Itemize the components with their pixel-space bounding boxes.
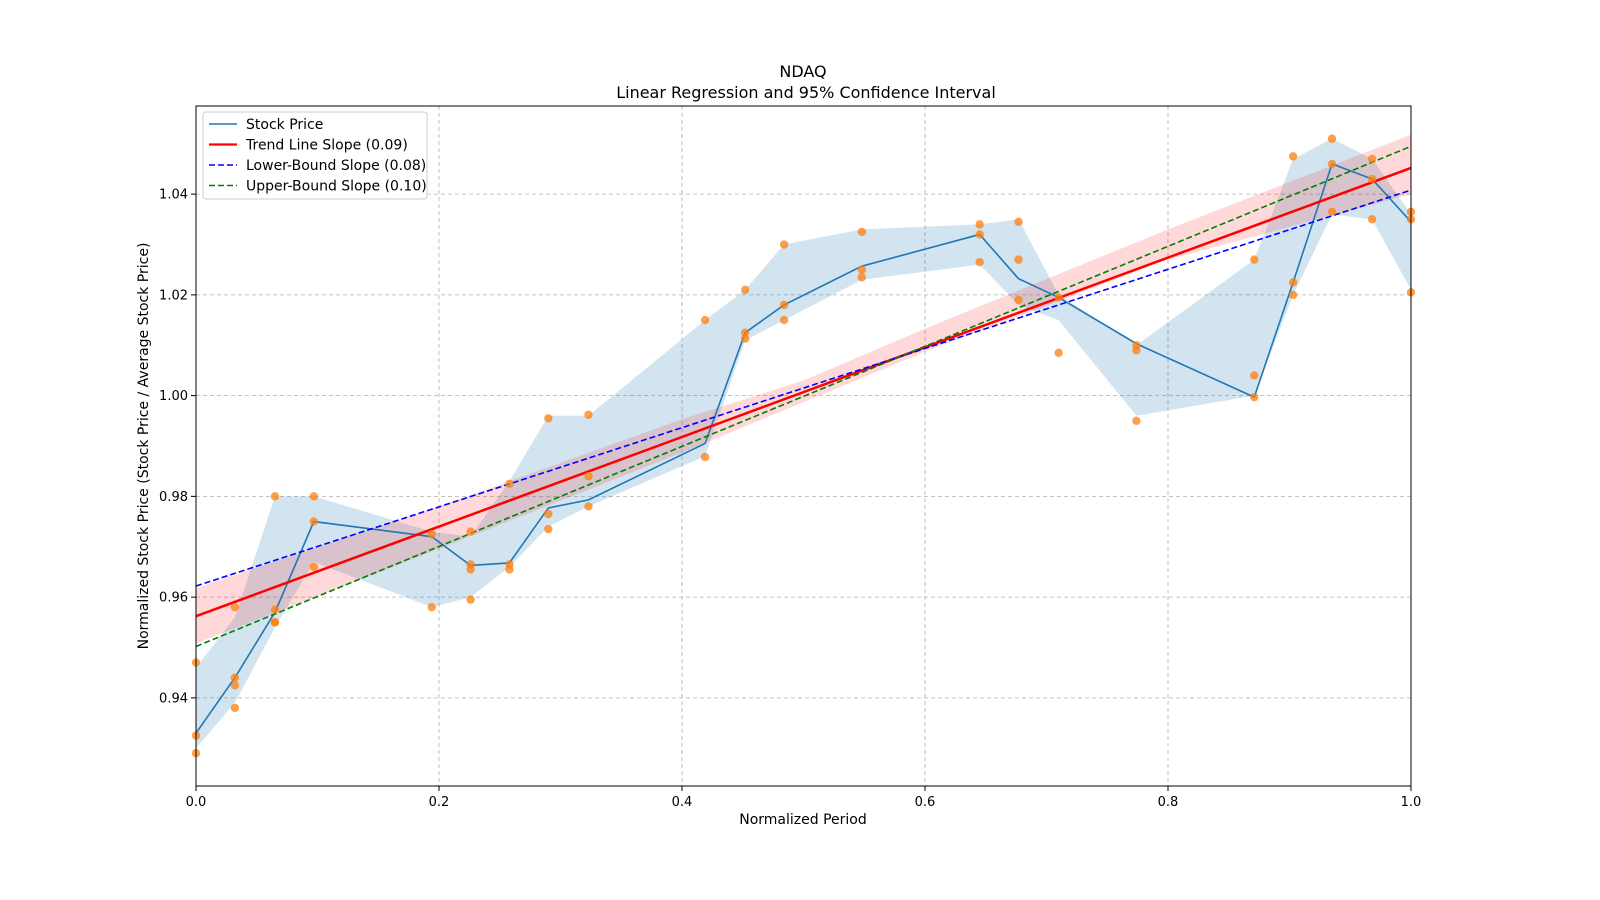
scatter-point <box>857 227 867 237</box>
scatter-point <box>544 509 553 519</box>
scatter-point <box>740 285 750 295</box>
legend-box <box>202 111 428 200</box>
scatter-point <box>427 602 436 612</box>
scatter-point <box>230 602 240 612</box>
scatter-point <box>1288 290 1298 300</box>
scatter-point <box>1327 134 1337 143</box>
scatter-point <box>230 681 240 690</box>
scatter-point <box>1054 348 1063 358</box>
scatter-point <box>779 240 789 249</box>
scatter-point <box>584 472 593 481</box>
y-tick-label: 1.04 <box>159 188 188 203</box>
scatter-points <box>191 134 1416 758</box>
scatter-point <box>1367 154 1377 164</box>
scatter-point <box>1054 293 1063 302</box>
scatter-point <box>309 517 319 526</box>
chart-subtitle: Linear Regression and 95% Confidence Int… <box>616 83 996 102</box>
scatter-point <box>975 230 984 239</box>
scatter-point <box>857 265 867 274</box>
legend-label: Upper-Bound Slope (0.10) <box>246 179 427 195</box>
scatter-point <box>1250 255 1259 264</box>
scatter-point <box>740 328 750 337</box>
scatter-point <box>309 492 319 501</box>
scatter-point <box>1014 295 1023 305</box>
series-lines <box>196 145 1411 734</box>
scatter-point <box>700 452 710 462</box>
confidence-bands <box>196 134 1411 749</box>
x-axis-ticks: 0.0 0.2 0.4 0.6 0.8 1.0 <box>186 786 1422 810</box>
y-tick-label: 1.00 <box>159 389 188 404</box>
scatter-point <box>309 562 319 572</box>
scatter-point <box>779 315 789 325</box>
scatter-point <box>505 565 514 574</box>
scatter-point <box>505 479 514 488</box>
x-axis-label: Normalized Period <box>739 812 867 828</box>
scatter-point <box>1367 215 1377 224</box>
legend: Stock Price Trend Line Slope (0.09) Lower-… <box>202 111 428 200</box>
chart-title: NDAQ <box>779 62 826 81</box>
scatter-point <box>427 529 436 539</box>
scatter-point <box>544 524 553 534</box>
scatter-point <box>270 492 280 501</box>
scatter-point <box>1014 255 1023 264</box>
series-line <box>196 189 1411 587</box>
scatter-point <box>779 300 789 310</box>
plot-frame <box>195 105 1412 787</box>
scatter-point <box>544 414 553 423</box>
scatter-point <box>270 618 280 627</box>
scatter-point <box>230 703 240 713</box>
y-axis-ticks: 0.94 0.96 0.98 1.00 1.02 1.04 <box>159 188 196 706</box>
scatter-point <box>270 605 280 614</box>
scatter-point <box>1250 371 1259 380</box>
legend-label: Lower-Bound Slope (0.08) <box>246 158 426 174</box>
y-tick-label: 0.98 <box>159 490 188 505</box>
scatter-point <box>584 410 593 419</box>
scatter-point <box>1132 346 1141 355</box>
scatter-point <box>1014 217 1023 227</box>
y-tick-label: 0.96 <box>159 591 188 606</box>
scatter-point <box>740 334 750 343</box>
confidence-band <box>196 138 1411 749</box>
scatter-point <box>1288 278 1298 287</box>
series-line <box>196 145 1411 648</box>
scatter-point <box>700 315 710 325</box>
scatter-point <box>1327 207 1337 216</box>
scatter-point <box>1327 159 1337 169</box>
x-tick-label: 0.8 <box>1158 795 1179 810</box>
scatter-point <box>975 220 984 229</box>
scatter-point <box>857 273 867 282</box>
scatter-point <box>1250 392 1259 402</box>
scatter-point <box>1132 416 1141 426</box>
legend-label: Trend Line Slope (0.09) <box>245 138 408 154</box>
y-tick-label: 0.94 <box>159 691 188 706</box>
scatter-point <box>584 502 593 511</box>
scatter-point <box>230 673 240 682</box>
y-tick-label: 1.02 <box>159 288 188 303</box>
x-tick-label: 0.2 <box>429 795 450 810</box>
scatter-point <box>466 595 475 604</box>
confidence-band <box>196 134 1411 644</box>
scatter-point <box>1367 174 1377 184</box>
scatter-point <box>466 527 475 536</box>
x-tick-label: 0.4 <box>672 795 693 810</box>
x-tick-label: 0.0 <box>186 795 207 810</box>
legend-label: Stock Price <box>246 117 323 133</box>
scatter-point <box>1288 152 1298 161</box>
scatter-point <box>466 565 475 574</box>
scatter-point <box>975 257 984 267</box>
x-tick-label: 0.6 <box>915 795 936 810</box>
y-axis-label: Normalized Stock Price (Stock Price / Av… <box>136 243 152 650</box>
x-tick-label: 1.0 <box>1401 795 1422 810</box>
series-line <box>196 166 1411 618</box>
